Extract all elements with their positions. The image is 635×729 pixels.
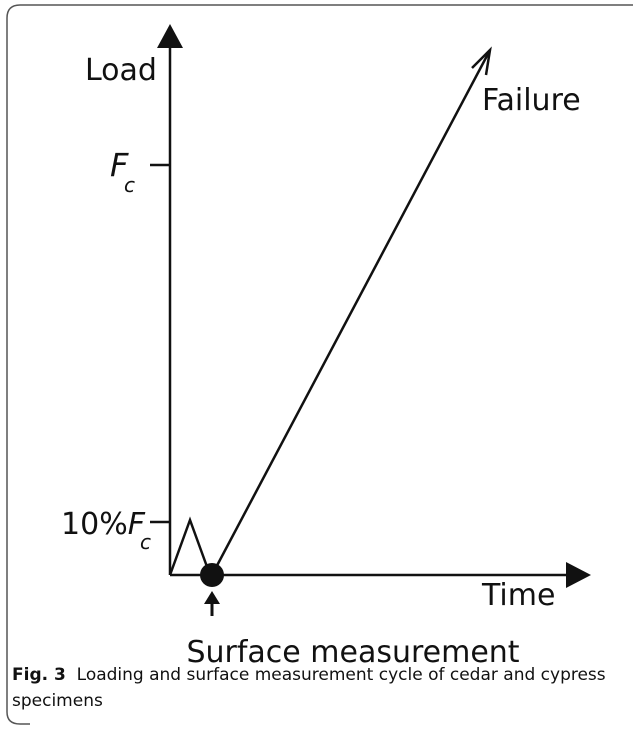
measurement-arrowhead	[204, 591, 220, 604]
tick-prefix: 10%	[61, 507, 128, 542]
tick-subscript: c	[140, 530, 151, 554]
load-arrowhead	[471, 46, 492, 76]
y-label: Load	[85, 53, 157, 88]
tick-symbol: F	[110, 146, 129, 184]
caption-text: Loading and surface measurement cycle of…	[12, 665, 606, 711]
tick-label: 10%F	[61, 507, 146, 542]
tick-symbol: F	[128, 507, 146, 542]
failure-label: Failure	[482, 83, 581, 118]
y-arrow	[157, 24, 183, 48]
measurement-label: Surface measurement	[186, 635, 519, 670]
tick-subscript: c	[124, 173, 135, 197]
x-arrow	[566, 562, 591, 588]
load-line	[210, 51, 491, 576]
caption-label: Fig. 3	[12, 665, 66, 685]
frame	[6, 4, 633, 725]
measurement-point	[200, 563, 224, 587]
x-label: Time	[481, 578, 555, 613]
caption: Fig. 3 Loading and surface measurement c…	[12, 662, 612, 714]
preload-cycle	[168, 516, 212, 576]
